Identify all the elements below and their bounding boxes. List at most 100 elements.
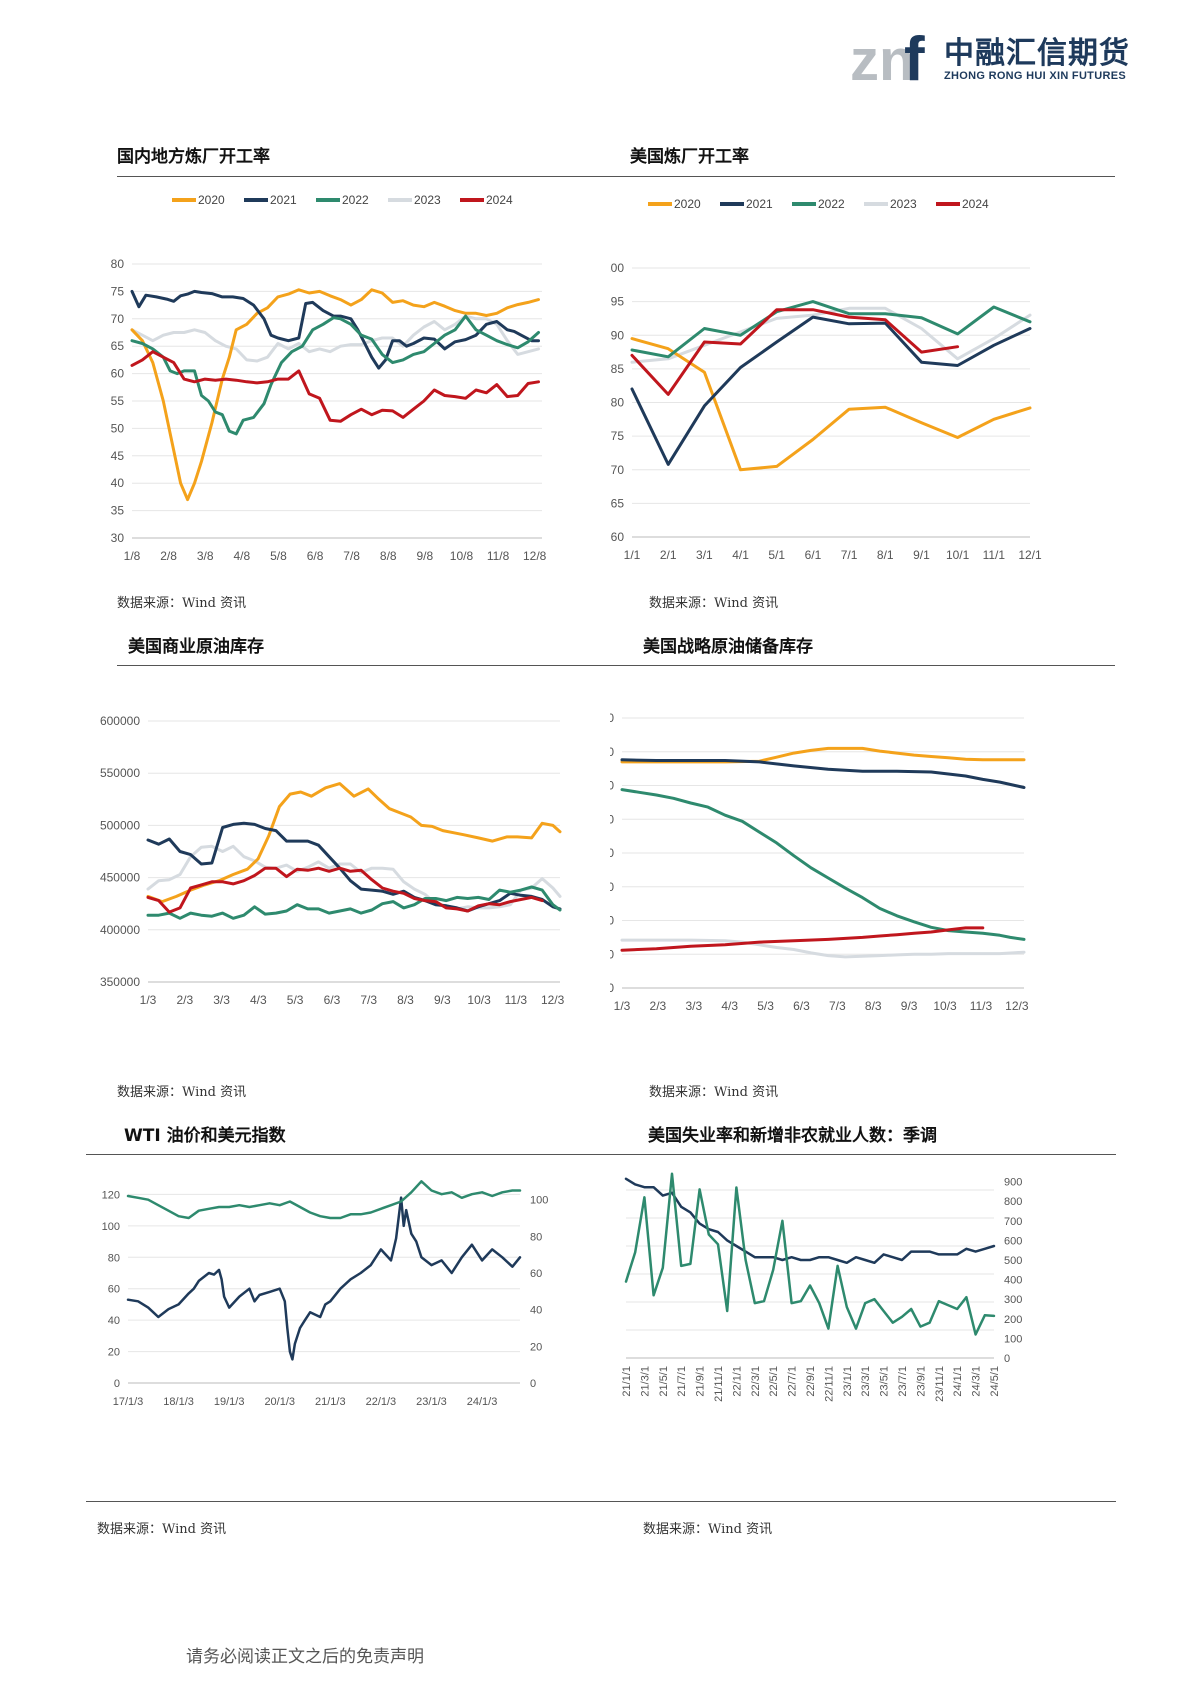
y2-tick-label: 100 <box>530 1195 548 1207</box>
x-tick-label: 1/3 <box>614 999 631 1013</box>
series-line-2020 <box>630 337 1032 472</box>
x-tick-label: 2/3 <box>650 999 667 1013</box>
x-tick-label: 11/3 <box>970 999 993 1013</box>
y2-tick-label: 400 <box>1004 1275 1022 1287</box>
y-tick-label: 95 <box>611 295 625 309</box>
y2-tick-label: 700 <box>1004 1216 1022 1228</box>
legend-label: 2022 <box>342 193 369 207</box>
y-tick-label: 35 <box>111 504 125 518</box>
x-tick-label: 5/3 <box>287 993 304 1007</box>
y2-tick-label: 800 <box>1004 1196 1022 1208</box>
x-tick-label: 18/1/3 <box>163 1396 194 1408</box>
x-tick-label: 10/8 <box>450 549 474 563</box>
series-line-美国新增非农就业 季调 <box>624 1172 996 1336</box>
source-label: 数据来源：Wind 资讯 <box>117 596 247 611</box>
y-tick-label: 60 <box>611 530 625 544</box>
svg-text:zn: zn <box>850 28 914 88</box>
divider <box>86 1154 1116 1155</box>
chart-us-spr: 2020202120222023202430000035000040000045… <box>610 711 1029 1013</box>
y-tick-label: 75 <box>611 429 625 443</box>
x-tick-label: 23/9/1 <box>915 1366 927 1397</box>
series-line-2023 <box>630 306 1032 364</box>
x-tick-label: 6/3 <box>324 993 341 1007</box>
series-line-2024 <box>630 308 960 396</box>
x-tick-label: 5/3 <box>757 999 774 1013</box>
y2-tick-label: 60 <box>530 1268 542 1280</box>
company-logo: zn f 中融汇信期货 ZHONG RONG HUI XIN FUTURES <box>850 25 1130 94</box>
y-tick-label: 600000 <box>610 779 614 793</box>
y-tick-label: 70 <box>611 463 625 477</box>
x-tick-label: 21/9/1 <box>695 1366 707 1397</box>
series-line-2021 <box>146 821 562 913</box>
x-tick-label: 12/1 <box>1018 548 1042 562</box>
x-tick-label: 5/1 <box>768 548 785 562</box>
x-tick-label: 10/3 <box>933 999 957 1013</box>
x-tick-label: 20/1/3 <box>264 1396 295 1408</box>
legend-label: 2020 <box>674 197 701 211</box>
y-tick-label: 500000 <box>610 846 614 860</box>
y-tick-label: 650000 <box>610 745 614 759</box>
x-tick-label: 9/3 <box>434 993 451 1007</box>
x-tick-label: 24/1/1 <box>952 1366 964 1397</box>
x-tick-label: 21/1/1 <box>621 1366 633 1397</box>
chart-us-refinery-rate: 2020 2021 2022 2023 2024 60 65 70 75 80 85 90 95 100 1… <box>610 197 1042 562</box>
plot-group: 2020 2021 2022 2023 2024 30 35 40 45 50 55 60 65 70 75… <box>111 193 547 563</box>
x-tick-label: 3/1 <box>696 548 713 562</box>
legend-label: 2024 <box>962 197 989 211</box>
logo-english-name: ZHONG RONG HUI XIN FUTURES <box>944 70 1126 82</box>
x-tick-label: 21/11/1 <box>713 1366 725 1402</box>
chart-us-commercial-crude: 2020202120222023202435000040000045000050… <box>100 714 565 1007</box>
series-line-2021 <box>130 289 540 370</box>
chart-local-refinery-rate: 2020 2021 2022 2023 2024 30 35 40 45 50 55 60 65 70 75… <box>111 193 547 563</box>
x-tick-label: 2/1 <box>660 548 677 562</box>
source-label: 数据来源：Wind 资讯 <box>649 1085 779 1100</box>
y2-tick-label: 40 <box>530 1305 542 1317</box>
x-tick-label: 4/3 <box>721 999 738 1013</box>
y-tick-label: 550000 <box>100 766 140 780</box>
x-tick-label: 7/3 <box>829 999 846 1013</box>
x-tick-label: 9/3 <box>901 999 918 1013</box>
divider <box>117 665 1115 666</box>
x-tick-label: 23/5/1 <box>879 1366 891 1397</box>
x-tick-label: 6/1 <box>805 548 822 562</box>
series-line-2022 <box>146 885 562 920</box>
y2-tick-label: 20 <box>530 1341 542 1353</box>
legend-label: 2021 <box>270 193 297 207</box>
y-tick-label: 80 <box>611 396 625 410</box>
x-tick-label: 7/1 <box>841 548 858 562</box>
y-tick-label: 30 <box>111 531 125 545</box>
legend-label: 2022 <box>818 197 845 211</box>
y-tick-label: 450000 <box>100 871 140 885</box>
x-tick-label: 22/7/1 <box>787 1366 799 1397</box>
series-line-2023 <box>130 314 540 363</box>
x-tick-label: 3/8 <box>197 549 214 563</box>
x-tick-label: 2/3 <box>176 993 193 1007</box>
x-tick-label: 10/3 <box>467 993 491 1007</box>
y-tick-label: 350000 <box>100 975 140 989</box>
plot-group: 2020 2021 2022 2023 2024 60 65 70 75 80 85 90 95 100 1… <box>610 197 1042 562</box>
x-tick-label: 8/8 <box>380 549 397 563</box>
y-tick-label: 80 <box>108 1252 120 1264</box>
x-tick-label: 8/3 <box>397 993 414 1007</box>
plot-group: 2020202120222023202430000035000040000045… <box>610 711 1029 1013</box>
chart-title-us-refinery: 美国炼厂开工率 <box>630 147 749 167</box>
x-tick-label: 11/8 <box>487 549 510 563</box>
y-tick-label: 90 <box>611 328 625 342</box>
series-line-2024 <box>130 350 540 423</box>
y-tick-label: 100 <box>610 261 624 275</box>
y-tick-label: 75 <box>111 284 125 298</box>
chart-legend: 2020 2021 2022 2023 2024 <box>648 197 989 211</box>
divider <box>86 1501 1116 1502</box>
legend-label: 2023 <box>890 197 917 211</box>
series-line-2020 <box>130 288 540 502</box>
y-tick-label: 60 <box>111 367 125 381</box>
x-tick-label: 11/3 <box>505 993 528 1007</box>
x-tick-label: 21/1/3 <box>315 1396 346 1408</box>
y2-tick-label: 200 <box>1004 1314 1022 1326</box>
series-line-2024 <box>620 926 985 952</box>
chart-us-unemployment-nfp: 美国失业率 季调美国新增非农就业 季调012345670100200300400… <box>621 1172 1022 1402</box>
divider <box>117 176 1115 177</box>
y-tick-label: 40 <box>108 1315 120 1327</box>
x-tick-label: 23/1/1 <box>842 1366 854 1397</box>
plot-group: 2020202120222023202435000040000045000050… <box>100 714 565 1007</box>
